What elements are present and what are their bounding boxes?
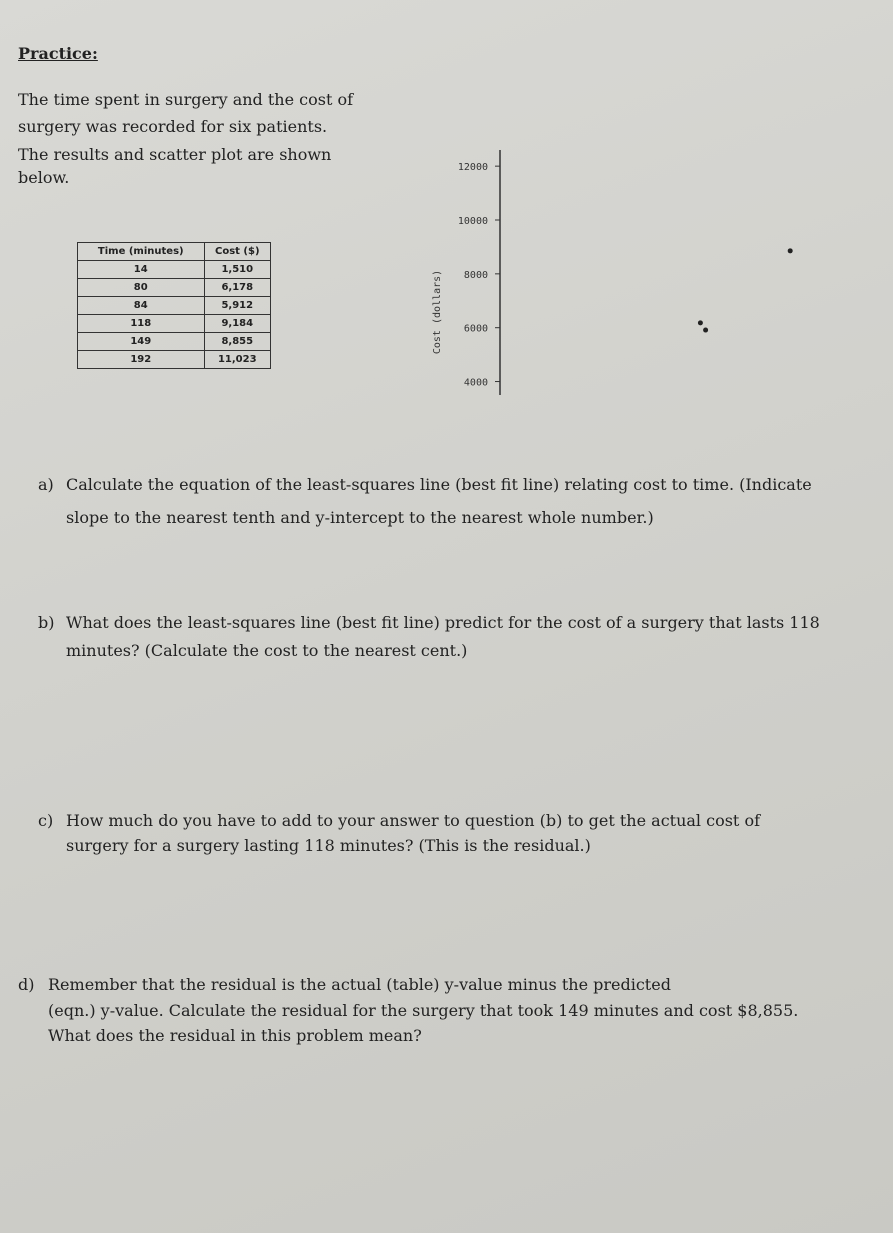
y-tick-label: 6000	[464, 324, 488, 335]
question-text: slope to the nearest tenth and y-interce…	[66, 508, 654, 527]
table-row: 14 1,510	[77, 260, 272, 279]
y-tick-label: 4000	[464, 378, 488, 389]
title: Practice:	[18, 44, 98, 63]
table-row: 149 8,855	[77, 332, 272, 351]
table-cell: 192	[77, 350, 205, 369]
question-label: d)	[18, 975, 35, 994]
table-row: 84 5,912	[77, 296, 272, 315]
data-point	[787, 248, 793, 254]
data-table: Time (minutes) Cost ($) 14 1,510 80 6,178 84 5,…	[77, 242, 272, 369]
data-point	[703, 327, 709, 333]
y-tick-label: 10000	[458, 216, 488, 227]
question-text: minutes? (Calculate the cost to the near…	[66, 641, 468, 660]
question-text: What does the residual in this problem m…	[48, 1026, 422, 1045]
question-label: b)	[38, 613, 55, 632]
question-text: What does the least-squares line (best f…	[66, 613, 820, 632]
data-point	[697, 320, 703, 326]
table-row: 192 11,023	[77, 350, 272, 369]
question-label: c)	[38, 811, 54, 830]
table-row: 80 6,178	[77, 278, 272, 297]
intro-line: The time spent in surgery and the cost o…	[18, 90, 354, 109]
question-text: How much do you have to add to your answ…	[66, 811, 760, 830]
question-label: a)	[38, 475, 54, 494]
table-cell: 11,023	[203, 350, 272, 369]
question-text: Calculate the equation of the least-squa…	[66, 475, 812, 494]
question-text: surgery for a surgery lasting 118 minute…	[66, 836, 591, 855]
y-tick-label: 12000	[458, 162, 488, 173]
scatter-plot: 4000 6000 8000 10000 12000 Cost (dollars)	[432, 150, 793, 395]
y-tick-label: 8000	[464, 270, 488, 281]
y-axis-label: Cost (dollars)	[432, 270, 443, 354]
intro-line: surgery was recorded for six patients.	[18, 117, 328, 136]
question-text: Remember that the residual is the actual…	[48, 975, 671, 994]
table-row: 118 9,184	[77, 314, 272, 333]
question-text: (eqn.) y-value. Calculate the residual f…	[48, 1001, 799, 1020]
intro-line: below.	[18, 168, 70, 187]
intro-line: The results and scatter plot are shown	[18, 145, 332, 164]
